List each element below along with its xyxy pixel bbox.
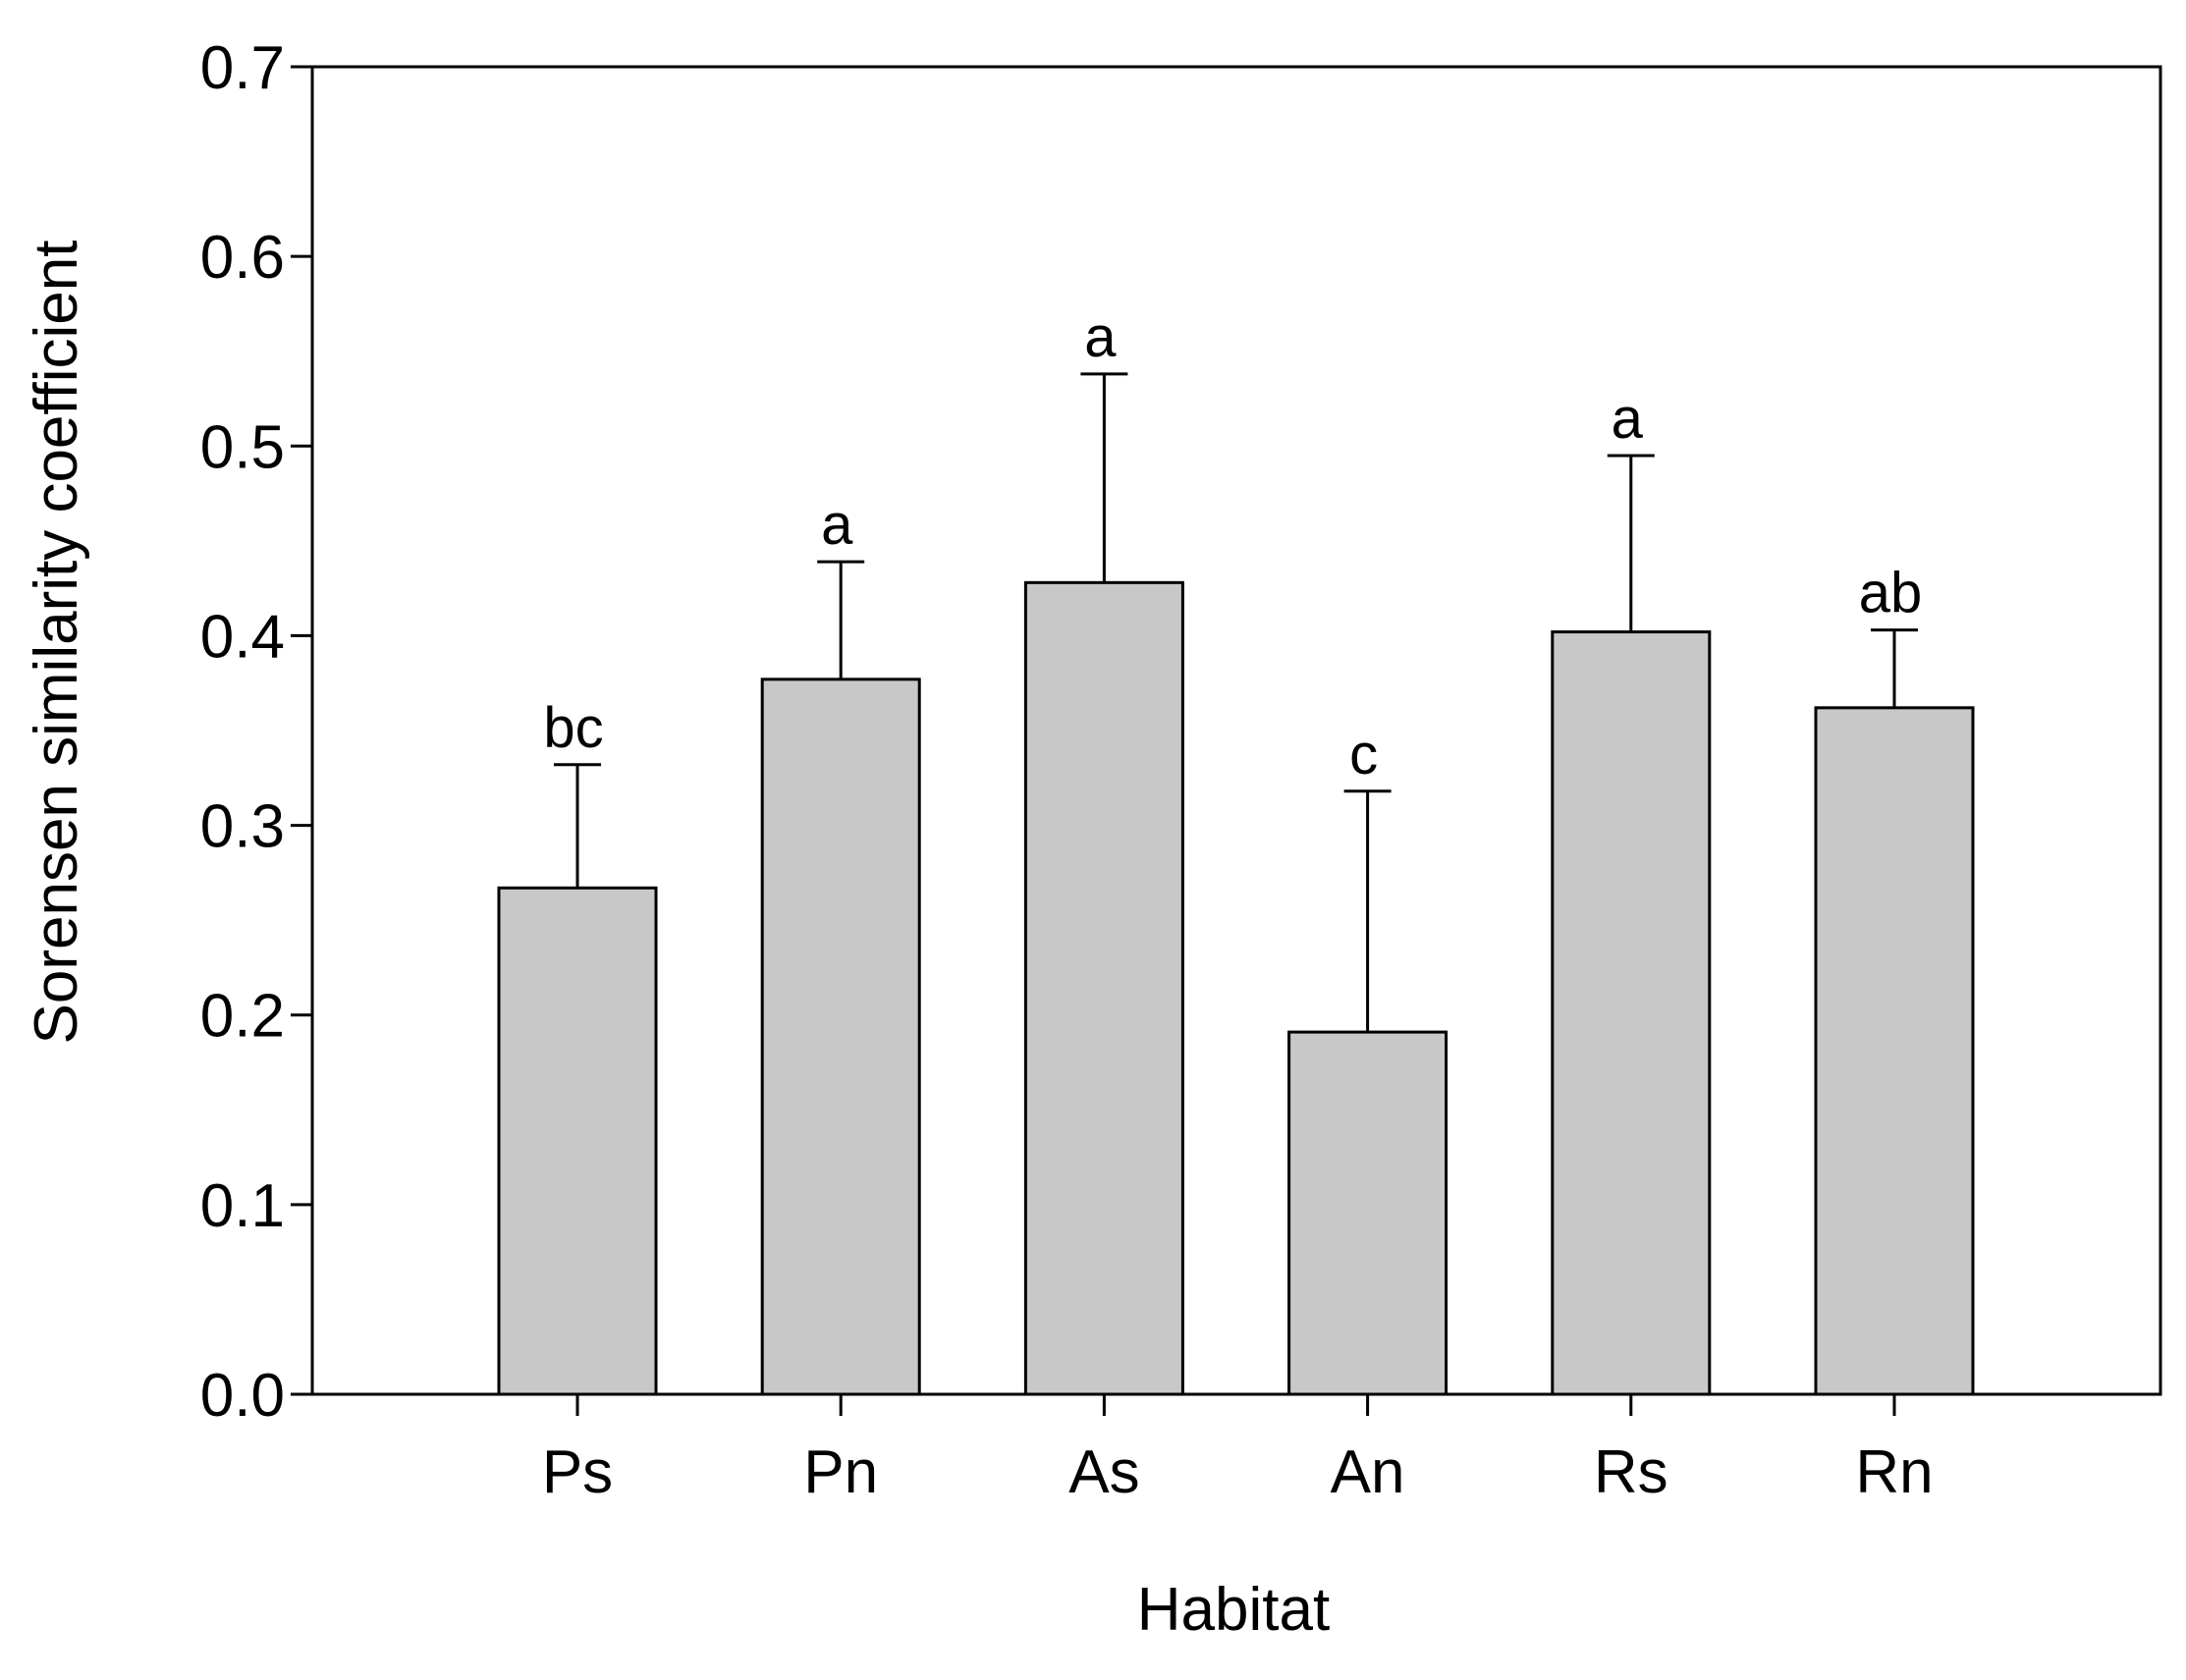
- y-tick-label: 0.4: [200, 603, 285, 671]
- y-tick-label: 0.5: [200, 413, 285, 481]
- x-tick-label-pn: Pn: [803, 1438, 878, 1506]
- bars-layer: [497, 580, 1975, 1396]
- bar-an: [1287, 1030, 1448, 1396]
- significance-letter-pn: a: [821, 493, 853, 557]
- x-tick-label-as: As: [1068, 1438, 1139, 1506]
- bar-rs: [1551, 630, 1712, 1396]
- y-tick-label: 0.1: [200, 1172, 285, 1240]
- y-axis-title: Sorensen similarity coefficient: [23, 241, 90, 1045]
- y-tick-label: 0.0: [200, 1362, 285, 1430]
- bar-pn: [760, 677, 921, 1396]
- x-tick-label-ps: Ps: [542, 1438, 613, 1506]
- y-tick-label: 0.3: [200, 793, 285, 861]
- x-axis: Ps Pn As An Rs Rn: [542, 1394, 1934, 1506]
- y-axis: 0.0 0.1 0.2 0.3 0.4 0.5 0.6 0.7: [200, 34, 312, 1430]
- significance-letter-ps: bc: [543, 696, 603, 760]
- error-bars-layer: [554, 372, 1918, 1033]
- bar-as: [1023, 580, 1184, 1396]
- y-tick-label: 0.6: [200, 224, 285, 292]
- x-tick-label-an: An: [1331, 1438, 1405, 1506]
- x-tick-label-rs: Rs: [1594, 1438, 1668, 1506]
- plot-frame: [310, 65, 2162, 1396]
- y-tick-label: 0.7: [200, 34, 285, 102]
- x-axis-title: Habitat: [1137, 1576, 1330, 1644]
- significance-letter-rs: a: [1612, 387, 1644, 451]
- x-tick-label-rn: Rn: [1855, 1438, 1933, 1506]
- significance-letters-layer: bc a a c a ab: [543, 305, 1922, 786]
- y-tick-label: 0.2: [200, 983, 285, 1051]
- significance-letter-as: a: [1084, 305, 1117, 369]
- bar-rn: [1814, 706, 1975, 1396]
- significance-letter-rn: ab: [1859, 562, 1923, 625]
- significance-letter-an: c: [1349, 723, 1378, 786]
- bar-ps: [497, 886, 658, 1396]
